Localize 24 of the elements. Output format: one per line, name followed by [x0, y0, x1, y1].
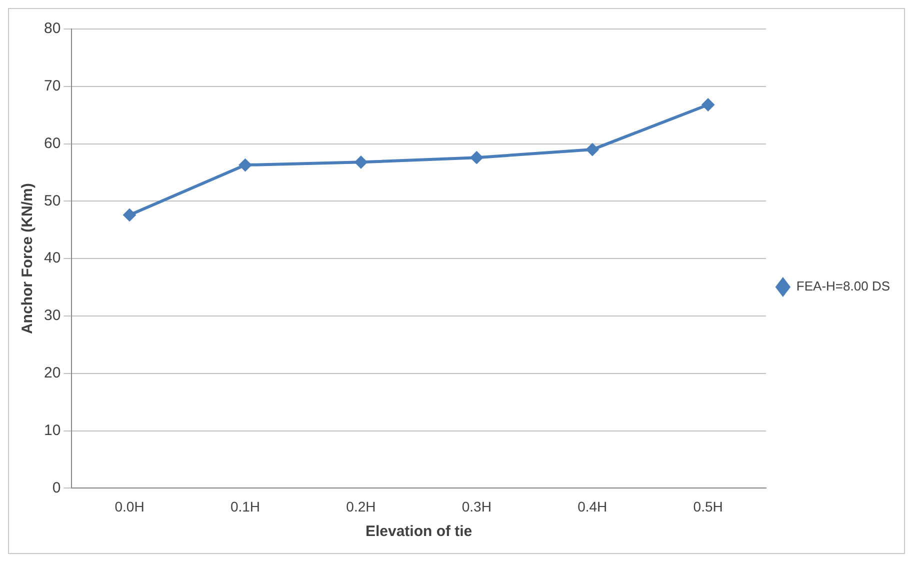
y-tick-label: 30: [44, 307, 61, 324]
x-tick-label: 0.0H: [114, 498, 144, 514]
y-tick-label: 80: [44, 20, 61, 38]
x-tick-label: 0.5H: [693, 498, 723, 514]
point: [238, 158, 252, 172]
y-tick-label: 50: [44, 192, 61, 210]
y-tick-label: 70: [44, 78, 61, 95]
x-tick-label: 0.3H: [462, 498, 492, 514]
y-tick-label: 10: [44, 422, 61, 439]
x-tick-label: 0.4H: [578, 498, 608, 514]
point: [123, 208, 136, 222]
x-tick-label: 0.1H: [230, 498, 260, 514]
x-tick-label: 0.2H: [346, 498, 376, 514]
y-axis-title: Anchor Force (KN/m): [19, 183, 36, 334]
point: [470, 151, 484, 164]
legend-label: FEA-H=8.00 DS: [796, 278, 890, 294]
point: [702, 98, 715, 112]
x-axis-title: Elevation of tie: [365, 523, 472, 540]
point: [354, 156, 368, 169]
point: [586, 143, 599, 156]
y-tick-label: 40: [44, 250, 61, 267]
y-tick-label: 60: [44, 134, 61, 152]
y-tick-label: 20: [44, 364, 61, 382]
y-tick-label: 0: [52, 479, 61, 496]
